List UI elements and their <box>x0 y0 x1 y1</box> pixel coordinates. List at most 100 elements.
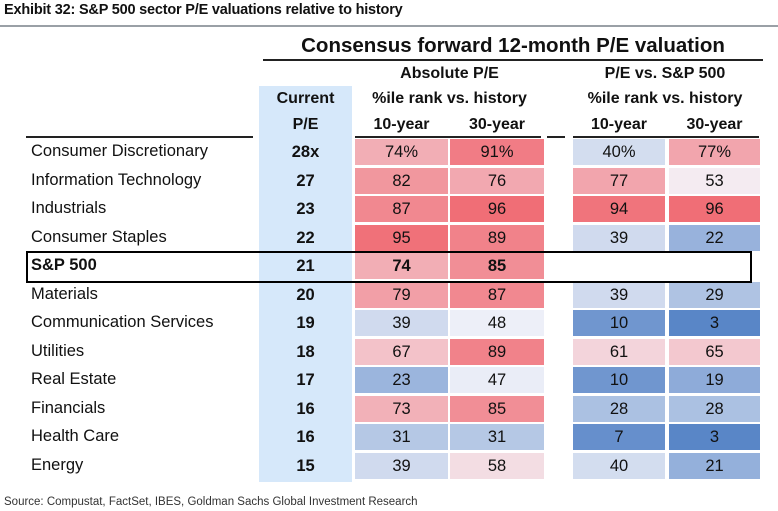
top-rule <box>0 25 778 27</box>
percentile-cell-rel10: 39 <box>573 224 665 251</box>
current-pe-value: 28x <box>291 143 320 161</box>
percentile-cell-abs10: 39 <box>355 452 448 479</box>
percentile-cell-rel10: 77 <box>573 167 665 194</box>
current-pe-value: 21 <box>296 257 315 275</box>
table-row: Utilities 18 67 89 61 65 <box>0 338 778 366</box>
percentile-cell-abs10: 87 <box>355 196 448 222</box>
percentile-cell-abs30: 87 <box>450 281 544 308</box>
exhibit-title: Exhibit 32: S&P 500 sector P/E valuation… <box>4 2 403 18</box>
percentile-cell-rel10: 61 <box>573 338 665 365</box>
percentile-cell-abs10: 95 <box>355 224 448 251</box>
sector-label: Information Technology <box>31 170 202 189</box>
percentile-cell-abs30: 85 <box>450 395 544 422</box>
current-pe-value: 18 <box>296 342 315 361</box>
percentile-cell-abs10: 74% <box>355 139 448 165</box>
percentile-cell-rel10: 40 <box>573 452 665 479</box>
percentile-cell-rel30: 28 <box>669 395 760 422</box>
sector-label: Energy <box>31 455 84 474</box>
current-pe-value: 23 <box>296 200 315 218</box>
current-pe-value: 17 <box>296 371 315 389</box>
percentile-cell-abs10: 74 <box>355 253 448 279</box>
percentile-cell-abs30: 89 <box>450 224 544 251</box>
percentile-cell-abs30: 96 <box>450 196 544 222</box>
header-rule-relative <box>573 136 759 138</box>
source-note: Source: Compustat, FactSet, IBES, Goldma… <box>4 496 418 508</box>
percentile-cell-abs10: 82 <box>355 167 448 194</box>
percentile-cell-rel10: 10 <box>573 367 665 393</box>
table-row: Materials 20 79 87 39 29 <box>0 281 778 309</box>
sector-label: S&P 500 <box>31 256 97 274</box>
table-row-sp500: S&P 500 21 74 85 <box>0 252 778 280</box>
percentile-cell-rel10: 94 <box>573 196 665 222</box>
sector-label: Real Estate <box>31 370 117 388</box>
percentile-cell-rel10: 7 <box>573 424 665 450</box>
absolute-rank-label: %ile rank vs. history <box>372 90 527 107</box>
table-row: Consumer Discretionary 28x 74% 91% 40% 77% <box>0 138 778 166</box>
percentile-cell-rel30: 96 <box>669 196 760 222</box>
percentile-cell-rel30: 3 <box>669 310 760 336</box>
current-pe-value: 27 <box>296 171 315 190</box>
percentile-cell-rel30: 21 <box>669 452 760 479</box>
sector-label: Health Care <box>31 427 120 445</box>
current-pe-value: 20 <box>296 285 315 304</box>
percentile-cell-abs10: 31 <box>355 424 448 450</box>
percentile-cell-rel30: 22 <box>669 224 760 251</box>
absolute-pe-header: Absolute P/E <box>400 65 499 82</box>
current-pe-value: 19 <box>296 314 315 332</box>
table-row: Industrials 23 87 96 94 96 <box>0 195 778 223</box>
table-title: Consensus forward 12-month P/E valuation <box>301 34 725 57</box>
percentile-cell-rel10: 10 <box>573 310 665 336</box>
table-row: Real Estate 17 23 47 10 19 <box>0 366 778 394</box>
table-row: Consumer Staples 22 95 89 39 22 <box>0 224 778 252</box>
percentile-cell-abs10: 67 <box>355 338 448 365</box>
abs-10y-header: 10-year <box>373 116 430 133</box>
percentile-cell-rel10: 28 <box>573 395 665 422</box>
percentile-cell-rel30: 77% <box>669 139 760 165</box>
percentile-cell-abs10: 23 <box>355 367 448 393</box>
title-underline <box>263 59 763 61</box>
table-row: Communication Services 19 39 48 10 3 <box>0 309 778 337</box>
percentile-cell-abs10: 39 <box>355 310 448 336</box>
relative-pe-header: P/E vs. S&P 500 <box>604 65 726 82</box>
percentile-cell-rel30: 53 <box>669 167 760 194</box>
header-rule-gap <box>547 136 565 138</box>
percentile-cell-abs10: 79 <box>355 281 448 308</box>
percentile-cell-abs30: 58 <box>450 452 544 479</box>
current-pe-value: 16 <box>296 428 315 446</box>
table-row: Financials 16 73 85 28 28 <box>0 395 778 423</box>
sector-label: Communication Services <box>31 313 214 331</box>
percentile-cell-rel30: 65 <box>669 338 760 365</box>
current-header-line2: P/E <box>292 116 319 133</box>
header-rule-absolute <box>355 136 541 138</box>
sp500-highlight-box <box>26 251 752 283</box>
percentile-cell-abs30: 47 <box>450 367 544 393</box>
table-row: Health Care 16 31 31 7 3 <box>0 423 778 451</box>
current-pe-value: 16 <box>296 399 315 418</box>
percentile-cell-abs30: 89 <box>450 338 544 365</box>
table-row: Energy 15 39 58 40 21 <box>0 452 778 480</box>
abs-30y-header: 30-year <box>468 116 526 133</box>
sector-label: Financials <box>31 398 106 417</box>
percentile-cell-abs10: 73 <box>355 395 448 422</box>
current-header-line1: Current <box>276 90 335 107</box>
sector-label: Consumer Staples <box>31 227 167 246</box>
table-row: Information Technology 27 82 76 77 53 <box>0 167 778 195</box>
header-rule-labels <box>26 136 253 138</box>
percentile-cell-abs30: 31 <box>450 424 544 450</box>
current-pe-value: 15 <box>296 456 315 475</box>
percentile-cell-rel10: 39 <box>573 281 665 308</box>
sector-label: Industrials <box>31 199 107 217</box>
rel-10y-header: 10-year <box>590 116 648 133</box>
percentile-cell-rel30: 19 <box>669 367 760 393</box>
sector-label: Materials <box>31 284 98 303</box>
percentile-cell-rel30: 3 <box>669 424 760 450</box>
current-pe-column-bg <box>259 86 352 482</box>
percentile-cell-abs30: 48 <box>450 310 544 336</box>
relative-rank-label: %ile rank vs. history <box>587 90 743 107</box>
percentile-cell-abs30: 76 <box>450 167 544 194</box>
percentile-cell-abs30: 91% <box>450 139 544 165</box>
percentile-cell-rel30: 29 <box>669 281 760 308</box>
sector-label: Consumer Discretionary <box>31 142 208 160</box>
rel-30y-header: 30-year <box>686 116 743 133</box>
percentile-cell-rel10: 40% <box>573 139 665 165</box>
